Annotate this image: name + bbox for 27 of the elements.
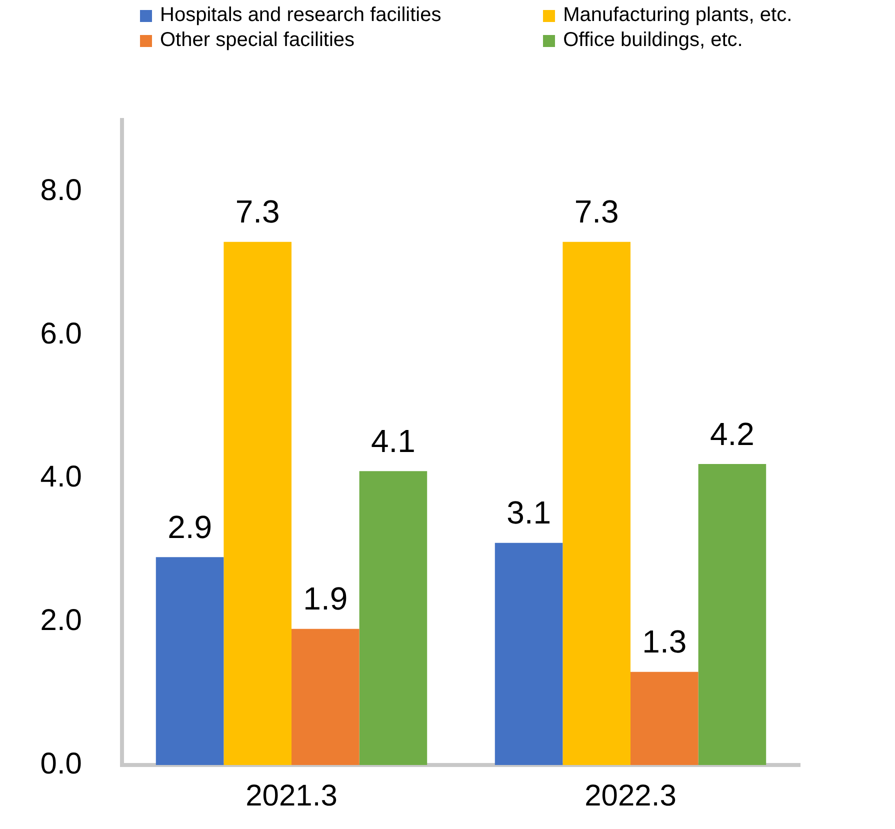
y-tick-label: 8.0 xyxy=(40,174,82,207)
data-label: 2.9 xyxy=(168,508,212,545)
bar xyxy=(562,242,630,765)
bar xyxy=(630,672,698,765)
data-label: 1.3 xyxy=(642,624,687,660)
bar xyxy=(494,542,563,765)
x-tick-label: 2021.3 xyxy=(246,779,338,812)
bar xyxy=(359,471,428,765)
bar xyxy=(292,628,360,765)
data-label: 3.1 xyxy=(506,494,552,531)
y-tick-label: 0.0 xyxy=(40,747,82,780)
bar xyxy=(698,464,766,765)
bar xyxy=(156,557,224,765)
data-label: 7.3 xyxy=(235,194,280,230)
y-tick-label: 4.0 xyxy=(40,460,82,494)
y-tick-label: 2.0 xyxy=(40,604,82,637)
data-label: 4.2 xyxy=(710,416,754,452)
legend-label: Other special facilities xyxy=(160,29,355,52)
legend-label: Manufacturing plants, etc. xyxy=(563,4,792,27)
legend-label: Office buildings, etc. xyxy=(563,29,743,52)
y-tick-label: 6.0 xyxy=(40,317,82,350)
legend-label: Hospitals and research facilities xyxy=(160,4,442,27)
bar xyxy=(224,242,292,765)
data-label: 4.1 xyxy=(370,422,416,459)
data-label: 7.3 xyxy=(574,194,619,230)
x-tick-label: 2022.3 xyxy=(584,779,676,812)
data-label: 1.9 xyxy=(303,580,348,617)
